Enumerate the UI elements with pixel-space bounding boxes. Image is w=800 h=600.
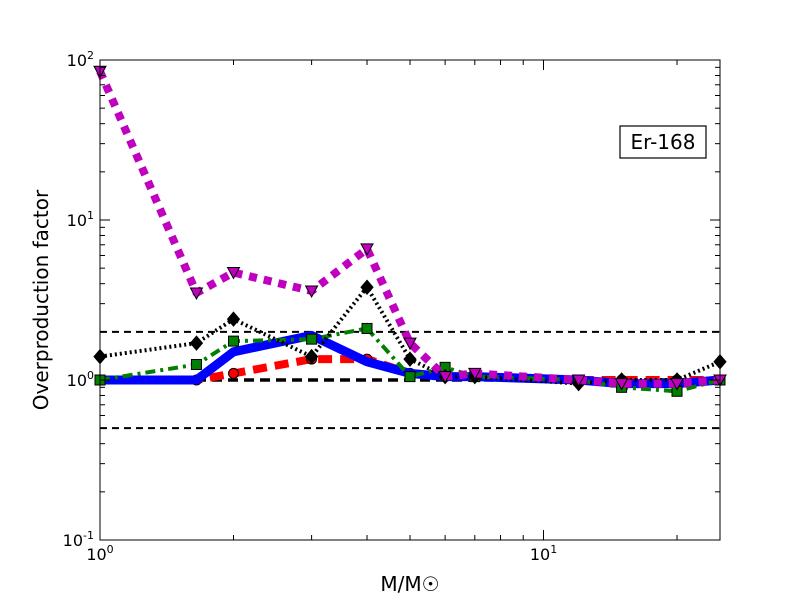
series-4-point [226,266,241,280]
x-tick-label-1: 101 [530,543,557,564]
y-tick-label-2: 101 [67,209,94,230]
series-4-point [360,243,374,256]
annotation-label: Er-168 [631,130,696,154]
series-2-point [306,333,318,345]
series-3-point [304,348,319,365]
series-2-point [404,371,416,383]
series-2-point [190,358,202,370]
series-4-point [438,371,452,384]
series-2-point [228,335,240,347]
y-axis-label: Overproduction factor [29,189,53,410]
series-group [93,65,727,397]
series-4-point [189,287,204,300]
series-4-point [304,285,319,299]
y-tick-label-1: 100 [67,369,94,390]
series-3-point [403,351,417,367]
series-4-point [403,337,417,351]
annotation-box: Er-168 [619,125,707,159]
series-4-point [467,367,482,381]
series-2-point [361,322,373,334]
series-4-point [571,374,586,388]
y-tick-label-3: 102 [67,49,94,70]
series-4-point [670,378,684,391]
x-tick-label-0: 100 [86,543,113,564]
series-4 [93,65,727,391]
series-3-point [226,311,241,327]
series-3-point [360,279,374,296]
series-4-point [614,378,629,391]
series-0-point [228,367,240,379]
x-axis-label: M/M☉ [380,572,439,596]
series-line-4 [96,69,721,388]
series-3-point [189,335,204,351]
